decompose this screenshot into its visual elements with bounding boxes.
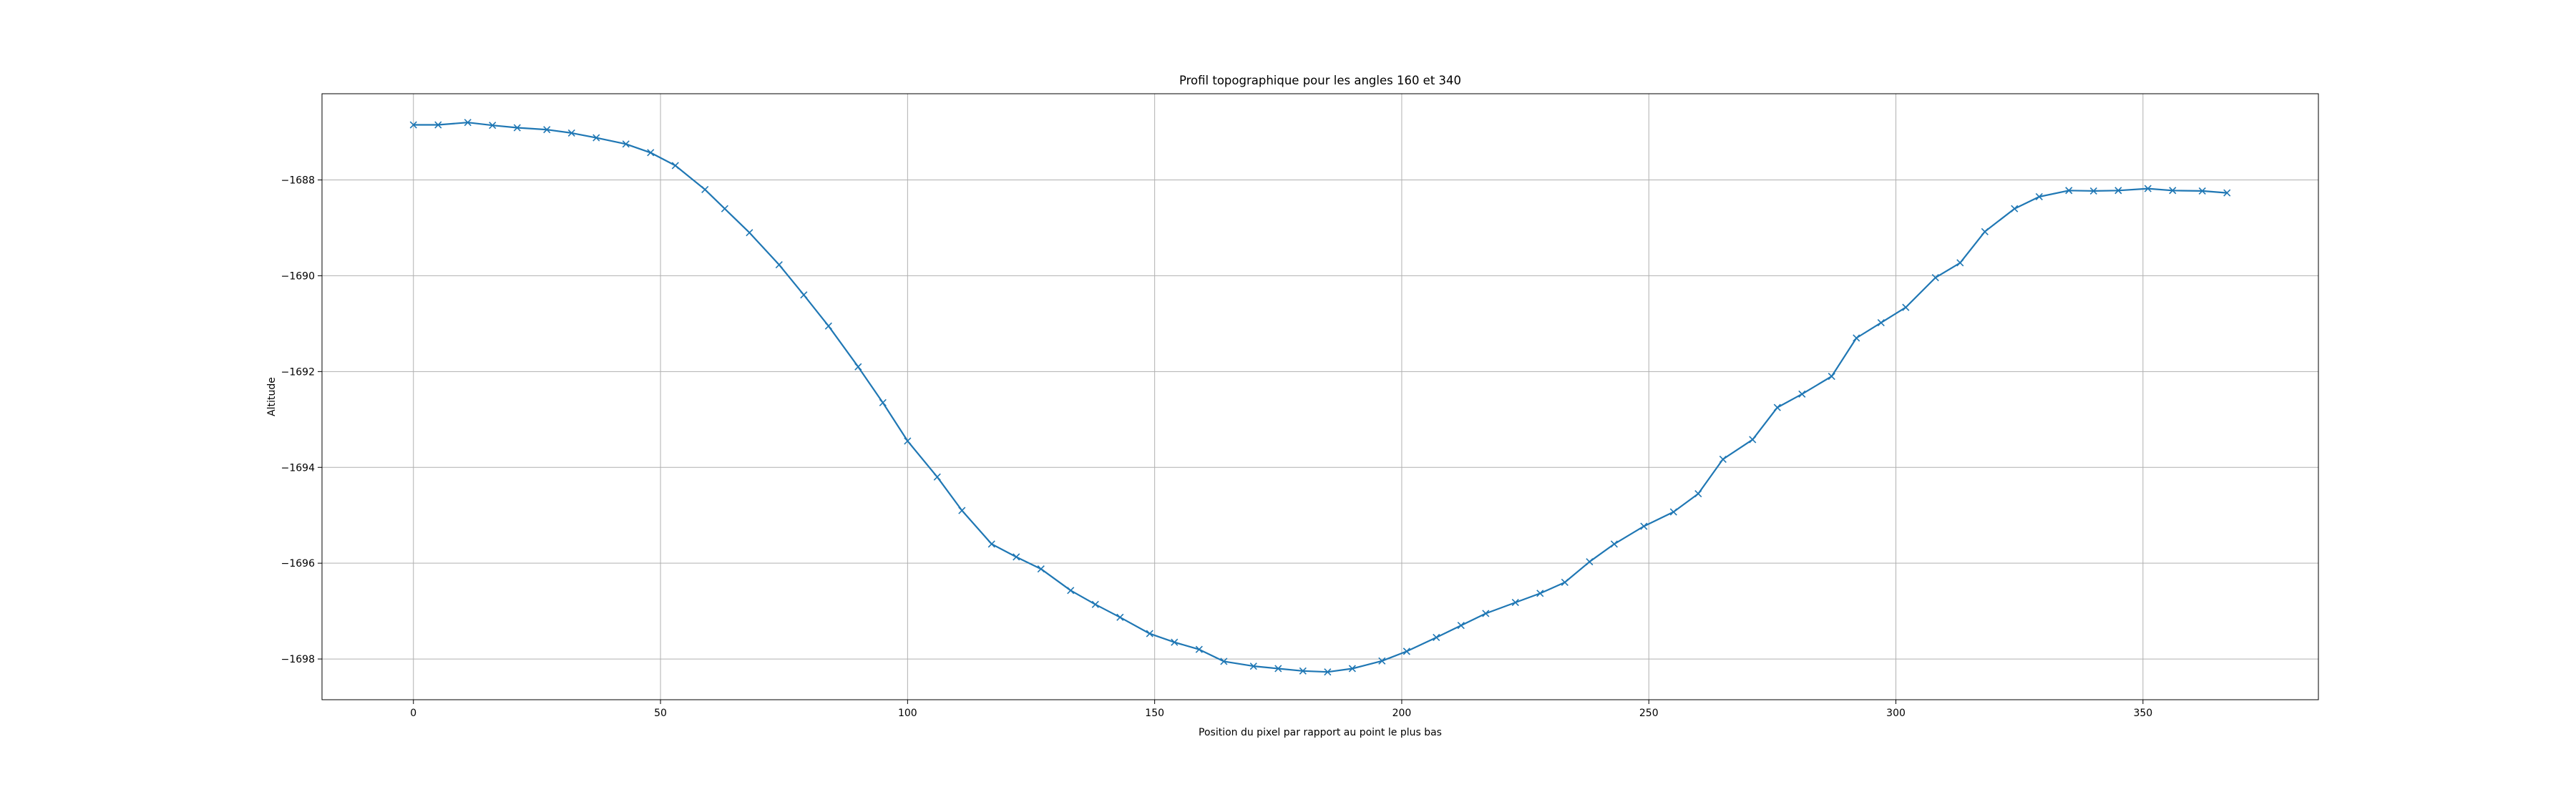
data-point-marker [1877,318,1885,327]
data-point-marker [409,121,417,129]
grid-lines [322,94,2318,700]
data-point-marker [1482,610,1490,617]
data-point-marker [775,260,783,269]
y-tick-label: −1692 [281,366,315,378]
data-point-marker [721,205,728,212]
data-point-marker [2035,192,2043,201]
chart-title: Profil topographique pour les angles 160… [1179,74,1461,87]
data-point-marker [1067,587,1075,595]
data-point-marker [464,119,472,127]
data-point-marker [1610,540,1618,548]
data-point-marker [1828,372,1835,381]
data-point-marker [824,322,832,330]
data-point-marker [434,121,442,129]
data-point-marker [1457,622,1465,630]
data-point-marker [2169,187,2177,195]
data-point-marker [746,229,753,237]
data-point-marker [2144,185,2152,192]
data-point-marker [1931,274,1939,282]
data-point-marker [2198,187,2206,195]
data-point-marker [1536,590,1544,597]
data-point-marker [1749,436,1757,444]
data-point-marker [592,134,600,142]
data-point-marker [987,540,995,548]
data-point-marker [933,473,941,481]
data-point-marker [958,507,966,514]
data-point-marker [1091,600,1099,608]
data-point-marker [800,291,808,299]
data-point-marker [2065,187,2073,195]
y-tick-label: −1690 [281,270,315,282]
data-point-marker [1249,663,1257,670]
data-point-marker [1669,508,1677,516]
data-point-marker [2011,205,2019,212]
x-tick-label: 100 [898,708,917,719]
x-tick-label: 200 [1392,708,1412,719]
x-tick-label: 300 [1886,708,1906,719]
series-line [413,122,2228,673]
data-point-marker [1853,334,1860,342]
data-point-marker [701,185,709,193]
data-point-marker [1195,645,1203,653]
data-point-marker [904,437,912,445]
data-point-marker [1561,578,1568,587]
data-point-marker [1348,665,1356,673]
data-point-marker [1981,228,1989,235]
data-point-marker [567,129,575,137]
y-tick-label: −1696 [281,558,315,570]
data-point-marker [1037,565,1045,573]
data-point-marker [1902,303,1910,311]
y-axis-title: Altitude [266,377,278,416]
data-point-marker [1719,455,1727,463]
x-tick-label: 150 [1145,708,1164,719]
data-point-marker [1171,638,1179,646]
data-point-marker [1773,404,1781,411]
data-point-marker [1116,613,1124,621]
data-point-marker [1402,647,1410,655]
plot-area-frame [321,93,2319,700]
data-point-marker [1694,490,1702,498]
data-point-marker [513,124,521,132]
y-tick-label: −1694 [281,462,315,474]
x-tick-label: 250 [1639,708,1659,719]
x-tick-label: 50 [654,708,667,719]
data-point-marker [2089,187,2097,195]
data-point-marker [489,122,497,129]
data-point-marker [1274,665,1282,673]
data-point-marker [622,140,630,148]
data-point-marker [1220,658,1228,665]
data-point-marker [1299,667,1307,675]
data-point-marker [1586,558,1594,566]
data-point-marker [1013,553,1020,561]
data-point-marker [1146,630,1153,637]
series-group [409,119,2231,676]
data-point-marker [1378,657,1386,665]
x-tick-label: 350 [2133,708,2152,719]
data-point-marker [1324,668,1332,676]
data-point-marker [647,149,655,157]
data-point-marker [854,363,862,371]
data-point-marker [1433,633,1440,642]
data-point-marker [879,399,887,406]
y-tick-label: −1688 [281,175,315,187]
data-point-marker [543,126,551,134]
data-point-marker [1511,599,1519,607]
data-point-marker [1798,390,1806,398]
data-point-marker [2223,189,2231,197]
x-tick-label: 0 [410,708,416,719]
data-point-marker [1956,259,1964,267]
data-point-marker [671,162,679,170]
data-point-marker [1640,522,1648,530]
axis-ticks: 0 50 100 150 200 250 300 350 −1698 −1696 −1694 −169… [281,175,2153,719]
data-point-marker [2114,187,2122,195]
y-tick-label: −1698 [281,654,315,665]
x-axis-title: Position du pixel par rapport au point l… [1199,727,1442,738]
